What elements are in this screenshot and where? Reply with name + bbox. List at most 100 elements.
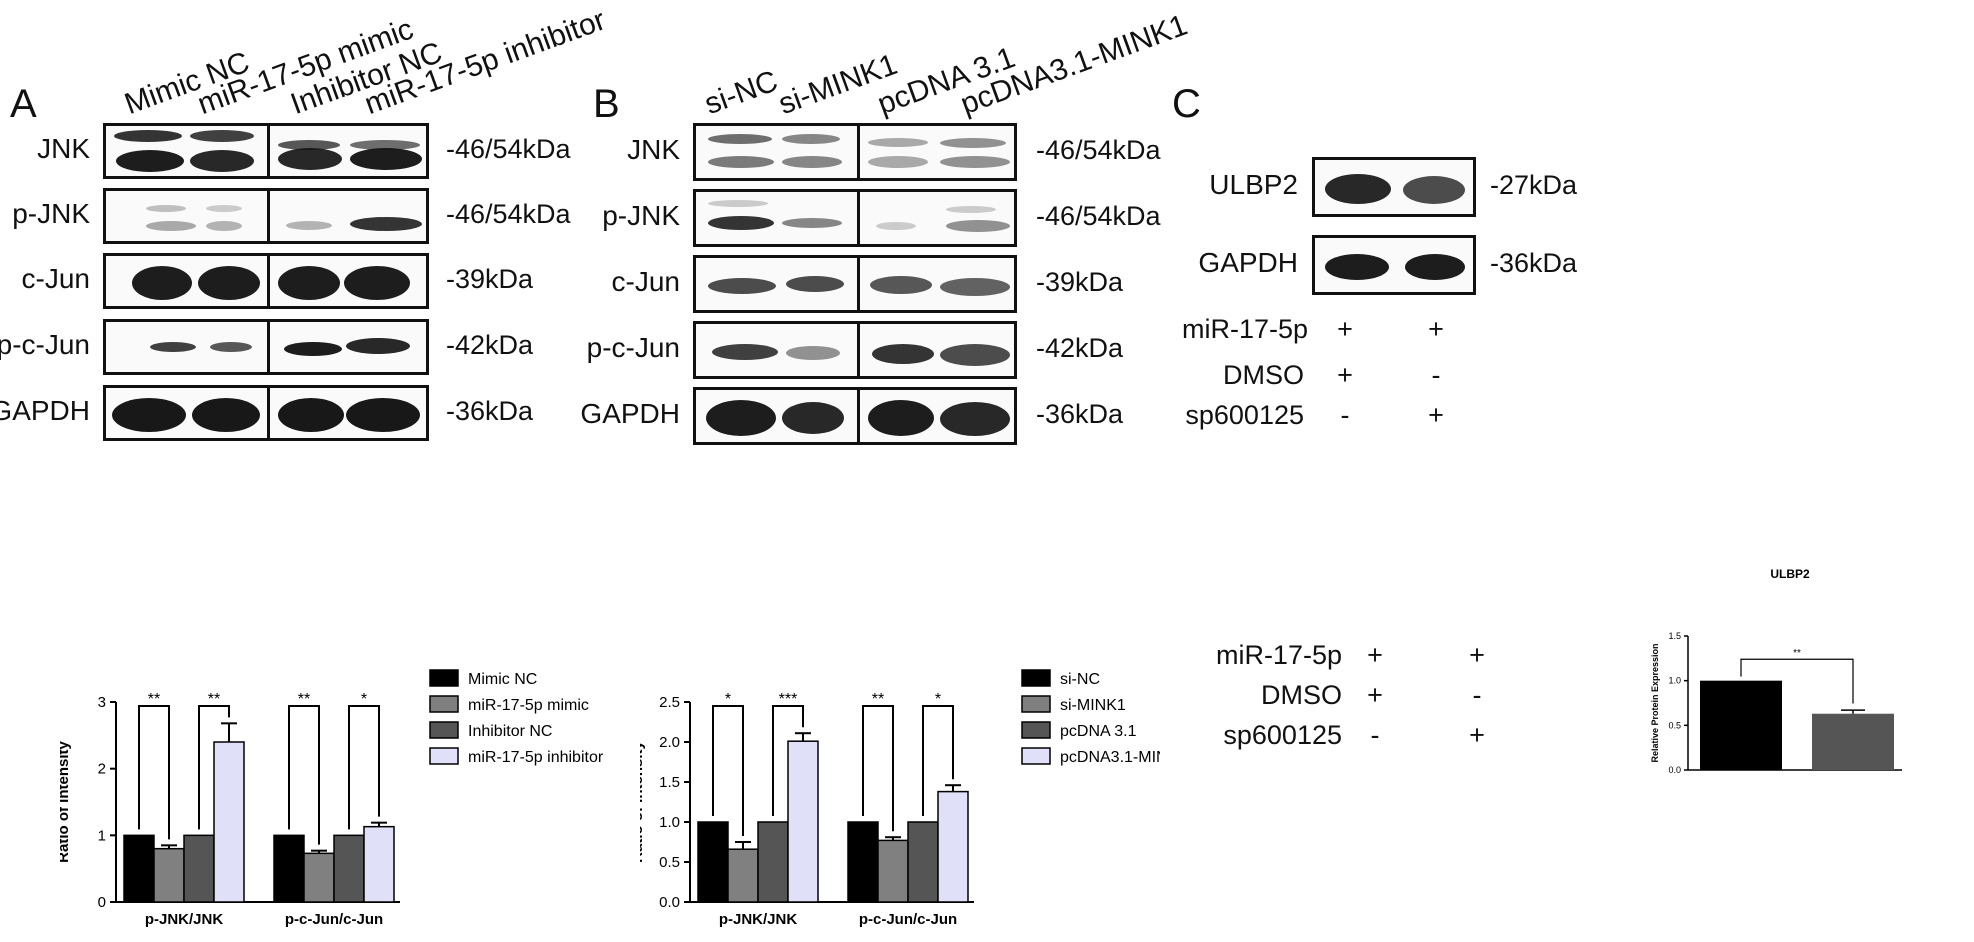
y-axis-label: Relative Protein Expression (1650, 643, 1660, 762)
blot-divider (267, 322, 270, 372)
panel-b-bar-chart: 0.0 0.5 1.0 1.5 2.0 2.5 Ratio of Intensity p-JN… (640, 669, 1160, 928)
blot-row-label: p-JNK (12, 198, 90, 229)
protein-band (346, 398, 420, 432)
x-category-label: p-c-Jun/c-Jun (285, 911, 383, 928)
legend-swatch (429, 695, 459, 713)
blot-membrane (693, 255, 1017, 313)
blot-membrane (103, 385, 429, 441)
treatment-sign: + (1428, 400, 1444, 430)
blot-membrane (1312, 157, 1476, 217)
treatment-label: miR-17-5p (1215, 640, 1342, 670)
legend-swatch (1021, 695, 1051, 713)
bar (153, 847, 185, 903)
y-tick-label: 1.0 (1668, 676, 1681, 686)
panel-b-letter: B (593, 82, 620, 126)
blot-divider (857, 258, 860, 310)
protein-band (344, 266, 410, 300)
treatment-sign: + (1469, 640, 1485, 670)
treatment-sign: + (1367, 680, 1383, 710)
treatment-sign: - (1472, 680, 1482, 710)
protein-band (112, 398, 186, 432)
blot-membrane (103, 253, 429, 309)
significance-bracket (198, 705, 230, 830)
protein-band (190, 150, 254, 172)
blot-row-label: JNK (627, 134, 680, 165)
significance-bracket (772, 705, 804, 816)
treatment-sign: + (1367, 640, 1383, 670)
y-tick-label: 0.5 (659, 854, 680, 871)
protein-band (708, 200, 768, 207)
protein-band (940, 344, 1010, 366)
significance-marker: ** (208, 691, 220, 708)
blot-membrane (103, 123, 429, 179)
protein-band (946, 206, 996, 213)
protein-band (782, 218, 842, 228)
treatment-label: miR-17-5p (1182, 314, 1309, 344)
blot-row-label: JNK (37, 133, 90, 164)
blot-row-label: GAPDH (580, 398, 680, 429)
legend-swatch (429, 669, 459, 687)
protein-band (1405, 254, 1465, 280)
protein-band (706, 400, 776, 436)
blot-row-label: p-c-Jun (0, 329, 90, 360)
significance-bracket (862, 705, 894, 832)
legend-label: pcDNA3.1-MINK1 (1060, 749, 1160, 766)
blot-divider (857, 192, 860, 244)
protein-band (346, 338, 410, 354)
significance-bracket (138, 705, 170, 840)
panel-c-bar-chart: ULBP2 0.0 0.5 1.0 1.5 Relative Protein Expres… (1650, 567, 1902, 775)
molecular-weight-label: -46/54kDa (446, 199, 571, 229)
treatment-label: DMSO (1261, 680, 1342, 710)
bar (303, 852, 335, 903)
significance-marker: ** (298, 691, 310, 708)
molecular-weight-label: -39kDa (446, 264, 534, 294)
treatment-sign: - (1431, 360, 1441, 390)
bar (937, 790, 969, 903)
bar (273, 834, 305, 903)
molecular-weight-label: -39kDa (1036, 267, 1124, 297)
blot-divider (267, 126, 270, 176)
protein-band (198, 266, 260, 300)
bar (787, 740, 819, 903)
bar (907, 821, 939, 903)
legend-label: miR-17-5p inhibitor (468, 749, 604, 766)
y-tick-label: 2.5 (659, 694, 680, 711)
bar (213, 741, 245, 903)
protein-band (278, 266, 340, 300)
molecular-weight-label: -46/54kDa (1036, 135, 1161, 165)
legend-swatch (1021, 721, 1051, 739)
protein-band (786, 346, 840, 360)
bar (877, 839, 909, 903)
protein-band (284, 342, 342, 356)
legend-label: Inhibitor NC (468, 723, 552, 740)
protein-band (150, 342, 196, 352)
significance-bracket (1740, 658, 1854, 704)
protein-band (350, 148, 422, 170)
protein-band (940, 402, 1010, 436)
protein-band (708, 134, 772, 144)
treatment-label: sp600125 (1185, 400, 1304, 430)
blot-row-label: c-Jun (611, 266, 680, 297)
treatment-sign: + (1337, 360, 1353, 390)
bar (333, 834, 365, 903)
protein-band (146, 221, 196, 231)
y-tick-label: 1 (98, 827, 106, 844)
protein-band (116, 150, 184, 172)
protein-band (278, 140, 340, 150)
legend-label: Mimic NC (468, 671, 537, 688)
significance-marker: * (725, 691, 731, 708)
protein-band (868, 156, 928, 168)
protein-band (940, 156, 1010, 168)
y-tick-label: 2.0 (659, 734, 680, 751)
bar (697, 821, 729, 903)
protein-band (350, 217, 422, 231)
legend-label: si-MINK1 (1060, 697, 1126, 714)
blot-membrane (103, 188, 429, 244)
protein-band (206, 205, 242, 212)
significance-bracket (288, 705, 320, 845)
protein-band (782, 156, 842, 168)
blot-row-label: p-c-Jun (586, 332, 680, 363)
molecular-weight-label: -36kDa (1490, 248, 1578, 278)
molecular-weight-label: -36kDa (446, 396, 534, 426)
protein-band (278, 398, 344, 432)
